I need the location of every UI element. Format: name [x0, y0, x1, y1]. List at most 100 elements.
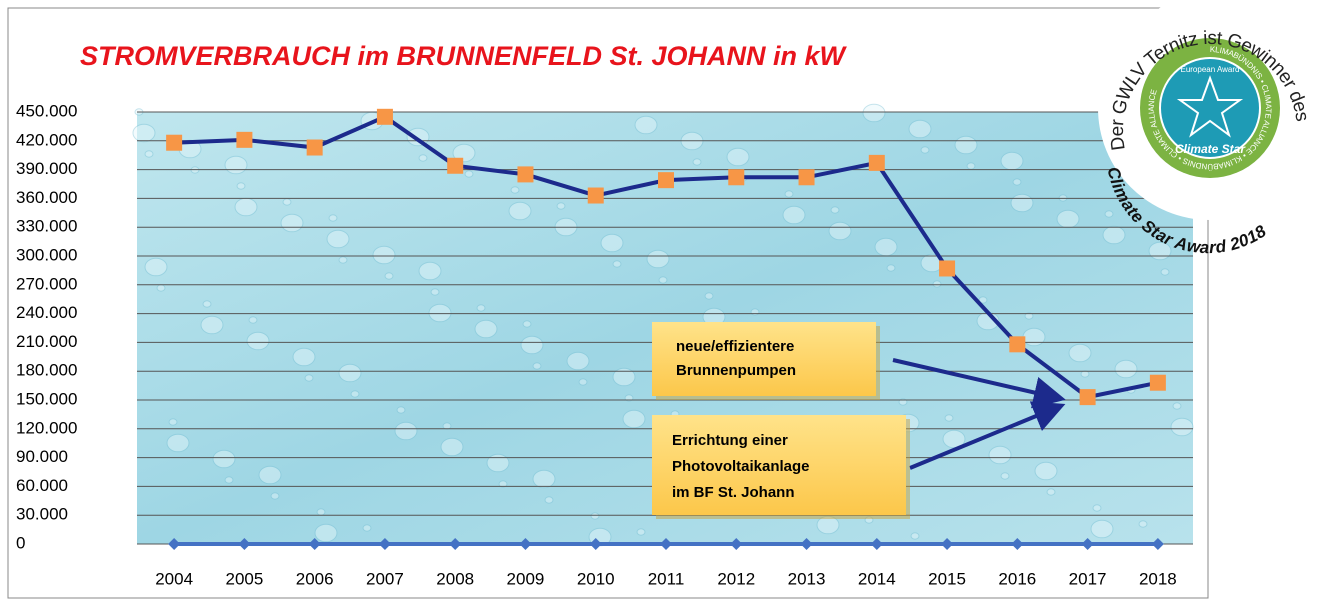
water-drop	[363, 525, 371, 531]
water-drop	[1105, 211, 1113, 217]
water-drop	[1093, 505, 1101, 511]
water-drop	[327, 230, 349, 248]
x-tick-label: 2016	[998, 569, 1036, 588]
y-tick-label: 180.000	[16, 361, 77, 380]
y-tick-label: 120.000	[16, 418, 77, 437]
water-drop	[317, 509, 325, 515]
note-text: Photovoltaikanlage	[672, 458, 810, 475]
marker	[1150, 375, 1166, 391]
x-tick-label: 2010	[577, 569, 615, 588]
water-drop	[1103, 226, 1125, 244]
water-drop	[271, 493, 279, 499]
marker	[939, 260, 955, 276]
water-drop	[1001, 473, 1009, 479]
water-drop	[601, 234, 623, 252]
water-drop	[1047, 489, 1055, 495]
y-tick-label: 90.000	[16, 447, 68, 466]
x-tick-label: 2008	[436, 569, 474, 588]
y-tick-label: 390.000	[16, 159, 77, 178]
marker	[728, 169, 744, 185]
x-tick-label: 2006	[296, 569, 334, 588]
water-drop	[533, 470, 555, 488]
water-drop	[509, 202, 531, 220]
water-drop	[1011, 194, 1033, 212]
water-drop	[909, 120, 931, 138]
badge: KLIMABÜNDNIS • CLIMATE ALLIANCE • KLIMAB…	[1098, 0, 1322, 258]
water-drop	[637, 529, 645, 535]
water-drop	[647, 250, 669, 268]
marker	[236, 132, 252, 148]
water-drop	[623, 410, 645, 428]
water-drop	[487, 454, 509, 472]
x-tick-label: 2015	[928, 569, 966, 588]
water-drop	[635, 116, 657, 134]
water-drop	[1069, 344, 1091, 362]
y-tick-label: 270.000	[16, 274, 77, 293]
water-drop	[431, 289, 439, 295]
water-drop	[339, 364, 361, 382]
water-drop	[133, 124, 155, 142]
water-drop	[863, 104, 885, 122]
water-drop	[293, 348, 315, 366]
y-tick-label: 240.000	[16, 303, 77, 322]
chart: 030.00060.00090.000120.000150.000180.000…	[0, 0, 1336, 606]
water-drop	[955, 136, 977, 154]
y-tick-label: 60.000	[16, 476, 68, 495]
x-tick-label: 2017	[1069, 569, 1107, 588]
water-drop	[169, 419, 177, 425]
water-drop	[521, 336, 543, 354]
x-tick-label: 2014	[858, 569, 896, 588]
water-drop	[1171, 418, 1193, 436]
y-tick-label: 450.000	[16, 101, 77, 120]
water-drop	[351, 391, 359, 397]
water-drop	[305, 375, 313, 381]
water-drop	[283, 199, 291, 205]
water-drop	[1115, 360, 1137, 378]
water-drop	[887, 265, 895, 271]
water-drop	[259, 466, 281, 484]
water-drop	[533, 363, 541, 369]
page: 030.00060.00090.000120.000150.000180.000…	[0, 0, 1336, 611]
y-tick-label: 300.000	[16, 245, 77, 264]
water-drop	[385, 273, 393, 279]
water-drop	[613, 261, 621, 267]
water-drop	[1001, 152, 1023, 170]
water-drop	[145, 258, 167, 276]
water-drop	[831, 207, 839, 213]
water-drop	[785, 191, 793, 197]
marker	[799, 169, 815, 185]
note-text: neue/effizientere	[676, 338, 794, 355]
marker	[658, 172, 674, 188]
water-drop	[545, 497, 553, 503]
water-drop	[419, 262, 441, 280]
chart-title: STROMVERBRAUCH im BRUNNENFELD St. JOHANN…	[80, 41, 848, 71]
water-drop	[441, 438, 463, 456]
water-drop	[579, 379, 587, 385]
note-text: Errichtung einer	[672, 432, 788, 449]
note-text: Brunnenpumpen	[676, 362, 796, 379]
water-drop	[693, 159, 701, 165]
x-tick-label: 2004	[155, 569, 193, 588]
water-drop	[281, 214, 303, 232]
water-drop	[1091, 520, 1113, 538]
marker	[447, 158, 463, 174]
water-drop	[1139, 521, 1147, 527]
note-box	[652, 322, 876, 396]
water-drop	[465, 171, 473, 177]
water-drop	[443, 423, 451, 429]
water-drop	[705, 293, 713, 299]
water-drop	[523, 321, 531, 327]
x-tick-label: 2018	[1139, 569, 1177, 588]
water-drop	[911, 533, 919, 539]
water-drop	[395, 422, 417, 440]
water-drop	[567, 352, 589, 370]
water-drop	[475, 320, 497, 338]
y-tick-label: 150.000	[16, 389, 77, 408]
marker	[1009, 336, 1025, 352]
water-drop	[727, 148, 749, 166]
water-drop	[875, 238, 897, 256]
x-tick-label: 2012	[717, 569, 755, 588]
water-drop	[1081, 371, 1089, 377]
marker	[307, 140, 323, 156]
water-drop	[167, 434, 189, 452]
